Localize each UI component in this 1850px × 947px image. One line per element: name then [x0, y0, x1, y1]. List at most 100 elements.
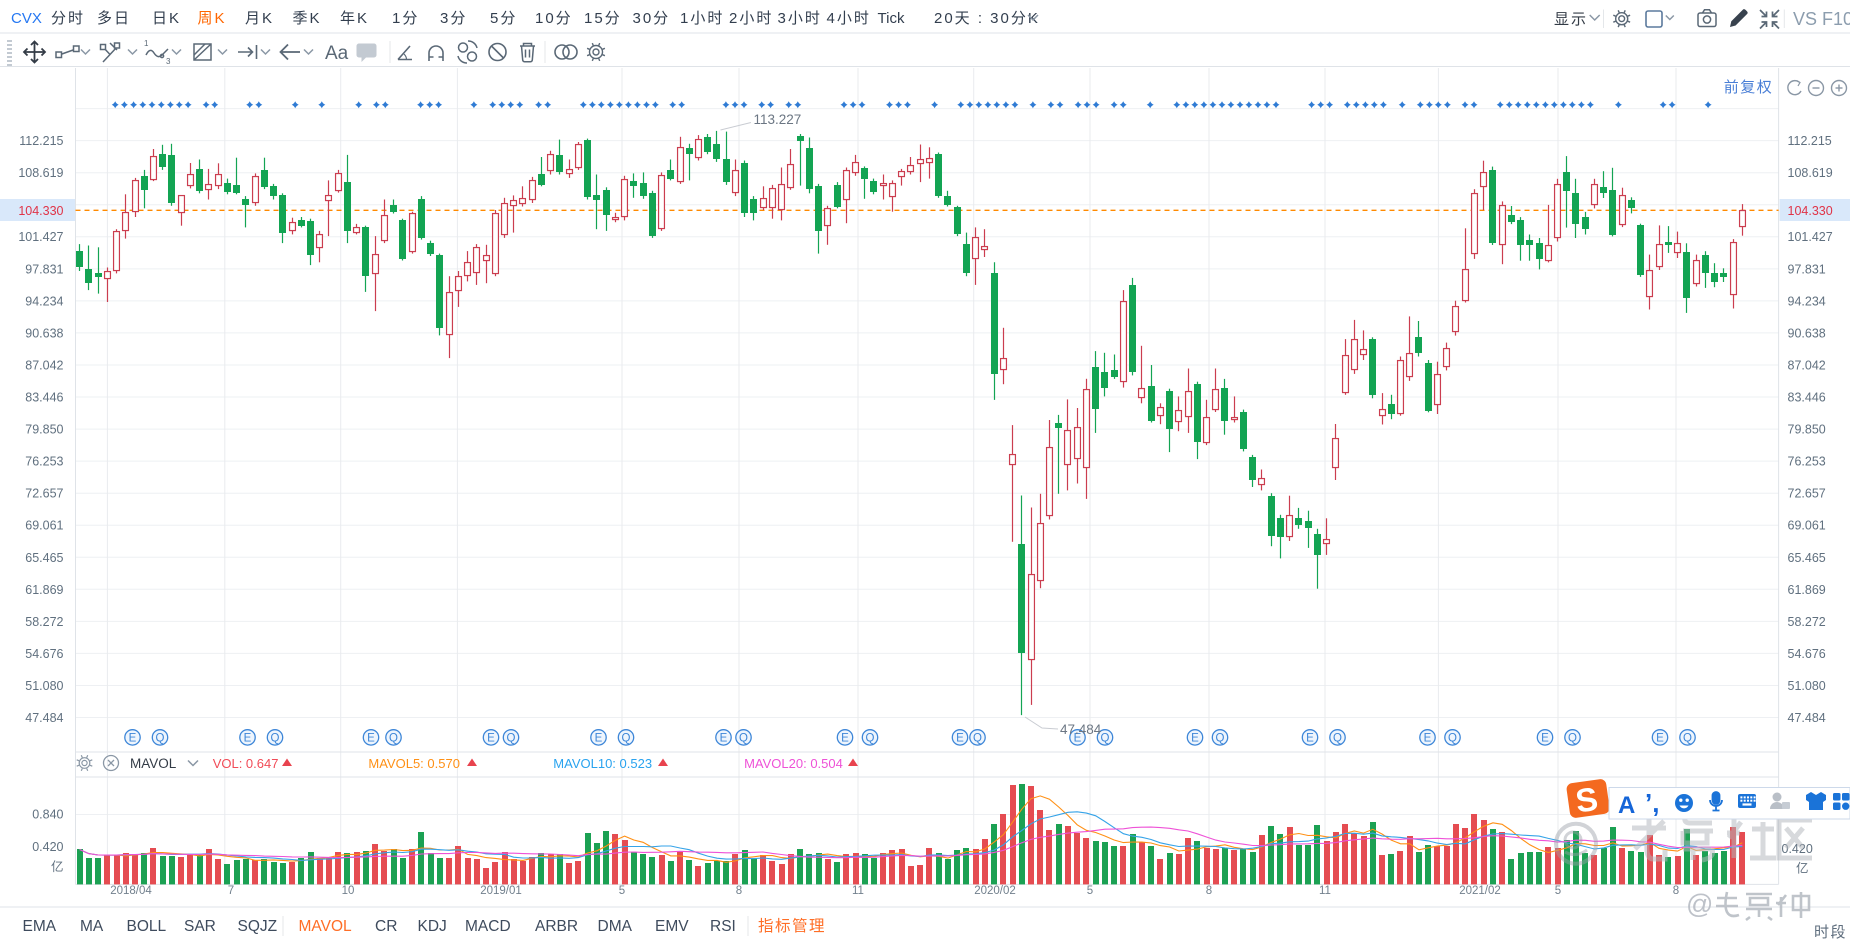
svg-text:69.061: 69.061 [25, 519, 63, 533]
svg-text:101.427: 101.427 [18, 230, 63, 244]
svg-text:101.427: 101.427 [1788, 230, 1833, 244]
svg-text:RSI: RSI [710, 918, 736, 935]
svg-text:E: E [129, 733, 137, 745]
svg-text:Tick: Tick [878, 10, 905, 27]
svg-text:Q: Q [507, 733, 516, 745]
svg-text:83.446: 83.446 [25, 391, 63, 405]
svg-text:10: 10 [342, 885, 355, 897]
svg-text:Q: Q [622, 733, 631, 745]
svg-text:季K: 季K [293, 10, 322, 27]
svg-text:72.657: 72.657 [1788, 487, 1826, 501]
svg-text:EMA: EMA [23, 918, 57, 935]
svg-text:SAR: SAR [184, 918, 216, 935]
svg-text:Q: Q [271, 733, 280, 745]
svg-text:VOL: 0.647: VOL: 0.647 [213, 756, 279, 771]
svg-text:58.272: 58.272 [25, 615, 63, 629]
svg-text:MAVOL5: 0.570: MAVOL5: 0.570 [368, 756, 460, 771]
svg-text:年K: 年K [340, 10, 369, 27]
svg-text:CR: CR [375, 918, 397, 935]
svg-text:90.638: 90.638 [1788, 326, 1826, 340]
svg-text:Q: Q [1568, 733, 1577, 745]
svg-text:分时: 分时 [51, 10, 85, 27]
svg-text:3: 3 [166, 57, 171, 66]
svg-text:KDJ: KDJ [418, 918, 447, 935]
svg-text:108.619: 108.619 [1788, 166, 1833, 180]
svg-text:MACD: MACD [465, 918, 511, 935]
svg-text:亿: 亿 [1796, 861, 1809, 876]
svg-text:108.619: 108.619 [18, 166, 63, 180]
svg-text:E: E [1424, 733, 1432, 745]
svg-text:E: E [1656, 733, 1664, 745]
svg-text:3分: 3分 [440, 10, 467, 27]
svg-text:E: E [487, 733, 495, 745]
svg-text:亿: 亿 [51, 859, 64, 874]
svg-text:11: 11 [852, 885, 864, 897]
svg-text:VS F10: VS F10 [1793, 9, 1850, 29]
svg-text:MAVOL10: 0.523: MAVOL10: 0.523 [553, 756, 652, 771]
svg-text:87.042: 87.042 [25, 358, 63, 372]
svg-text:MAVOL: MAVOL [130, 756, 177, 771]
svg-text:2小时: 2小时 [729, 10, 773, 27]
svg-text:113.227: 113.227 [754, 112, 802, 127]
svg-text:87.042: 87.042 [1788, 358, 1826, 372]
svg-text:11: 11 [1319, 885, 1331, 897]
svg-text:SQJZ: SQJZ [238, 918, 278, 935]
svg-text:Q: Q [1683, 733, 1692, 745]
svg-text:104.330: 104.330 [1788, 204, 1833, 218]
svg-text:8: 8 [1673, 885, 1679, 897]
svg-text:显示: 显示 [1554, 11, 1588, 28]
svg-text:2019/01: 2019/01 [480, 885, 522, 897]
svg-text:E: E [956, 733, 964, 745]
svg-text:8: 8 [736, 885, 742, 897]
svg-text:CVX: CVX [11, 10, 42, 27]
svg-text:1: 1 [144, 39, 149, 48]
svg-text:47.484: 47.484 [25, 711, 63, 725]
svg-text:S: S [1573, 780, 1600, 820]
svg-text:94.234: 94.234 [1788, 294, 1826, 308]
svg-text:2018/04: 2018/04 [110, 885, 152, 897]
svg-text:Aa: Aa [325, 43, 349, 64]
svg-text:54.676: 54.676 [1788, 647, 1826, 661]
svg-text:97.831: 97.831 [1788, 262, 1826, 276]
svg-text:ARBR: ARBR [535, 918, 578, 935]
svg-text:1分: 1分 [392, 10, 419, 27]
svg-text:指标管理: 指标管理 [758, 917, 826, 935]
svg-text:83.446: 83.446 [1788, 391, 1826, 405]
svg-text:58.272: 58.272 [1788, 615, 1826, 629]
svg-text:47.484: 47.484 [1060, 722, 1102, 737]
svg-text:A: A [1618, 792, 1635, 819]
svg-text:51.080: 51.080 [1788, 679, 1826, 693]
svg-text:Q: Q [389, 733, 398, 745]
svg-text:76.253: 76.253 [25, 455, 63, 469]
svg-text:E: E [1074, 733, 1082, 745]
svg-text:30分: 30分 [633, 10, 671, 27]
svg-text:E: E [841, 733, 849, 745]
svg-text:Q: Q [1333, 733, 1342, 745]
svg-text:72.657: 72.657 [25, 487, 63, 501]
svg-text:E: E [1191, 733, 1199, 745]
svg-text:3小时: 3小时 [778, 10, 822, 27]
svg-text:多日: 多日 [97, 10, 131, 27]
svg-text:EMV: EMV [655, 918, 689, 935]
svg-text:Q: Q [973, 733, 982, 745]
svg-text:90.638: 90.638 [25, 326, 63, 340]
svg-text:94.234: 94.234 [25, 294, 63, 308]
svg-text:E: E [1541, 733, 1549, 745]
svg-text:76.253: 76.253 [1788, 455, 1826, 469]
svg-text:E: E [595, 733, 603, 745]
svg-text:2021/02: 2021/02 [1459, 885, 1501, 897]
svg-text:DMA: DMA [598, 918, 633, 935]
svg-text:8: 8 [1206, 885, 1212, 897]
svg-text:前复权: 前复权 [1724, 78, 1774, 96]
svg-text:20天 : 30分K: 20天 : 30分K [934, 10, 1040, 27]
svg-text:65.465: 65.465 [1788, 551, 1826, 565]
svg-text:时段: 时段 [1814, 924, 1847, 941]
svg-text:@: @ [1686, 889, 1713, 919]
svg-text:5: 5 [1555, 885, 1561, 897]
svg-text:47.484: 47.484 [1788, 711, 1826, 725]
svg-text:69.061: 69.061 [1788, 519, 1826, 533]
svg-text:E: E [720, 733, 728, 745]
svg-text:E: E [1306, 733, 1314, 745]
svg-text:E: E [367, 733, 375, 745]
svg-text:51.080: 51.080 [25, 679, 63, 693]
